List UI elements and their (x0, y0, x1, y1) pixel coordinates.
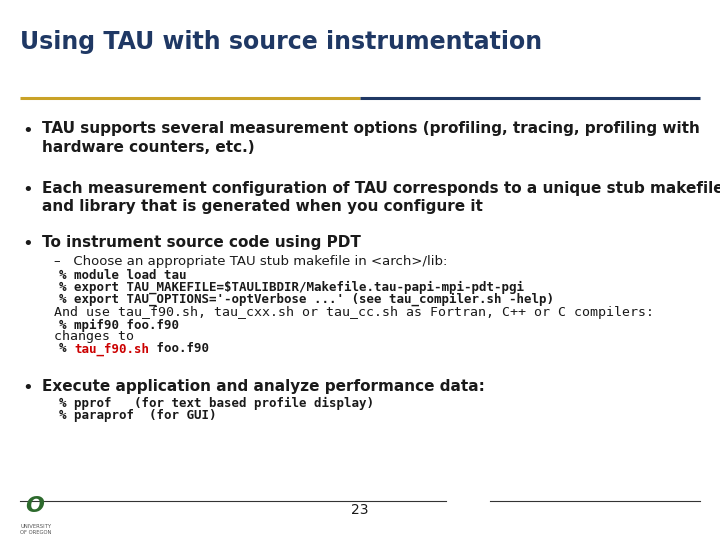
Text: •: • (22, 122, 32, 139)
Text: •: • (22, 379, 32, 397)
Text: •: • (22, 235, 32, 253)
Text: % pprof   (for text based profile display): % pprof (for text based profile display) (59, 397, 374, 410)
Text: TAU supports several measurement options (profiling, tracing, profiling with
har: TAU supports several measurement options… (42, 122, 700, 155)
Text: And use tau_f90.sh, tau_cxx.sh or tau_cc.sh as Fortran, C++ or C compilers:: And use tau_f90.sh, tau_cxx.sh or tau_cc… (54, 306, 654, 319)
Text: O: O (25, 496, 44, 516)
Text: %: % (59, 342, 74, 355)
Text: foo.f90: foo.f90 (149, 342, 209, 355)
Text: % mpif90 foo.f90: % mpif90 foo.f90 (59, 319, 179, 332)
Text: –   Choose an appropriate TAU stub makefile in <arch>/lib:: – Choose an appropriate TAU stub makefil… (54, 255, 447, 268)
Text: Using TAU with source instrumentation: Using TAU with source instrumentation (20, 30, 542, 53)
Text: Each measurement configuration of TAU corresponds to a unique stub makefile
and : Each measurement configuration of TAU co… (42, 181, 720, 214)
Text: UNIVERSITY
OF OREGON: UNIVERSITY OF OREGON (20, 524, 52, 535)
Text: 23: 23 (351, 503, 369, 517)
Text: % export TAU_OPTIONS='-optVerbose ...' (see tau_compiler.sh -help): % export TAU_OPTIONS='-optVerbose ...' (… (59, 293, 554, 306)
Text: Execute application and analyze performance data:: Execute application and analyze performa… (42, 379, 485, 394)
Text: To instrument source code using PDT: To instrument source code using PDT (42, 235, 361, 250)
Text: % export TAU_MAKEFILE=$TAULIBDIR/Makefile.tau-papi-mpi-pdt-pgi: % export TAU_MAKEFILE=$TAULIBDIR/Makefil… (59, 281, 524, 294)
Text: tau_f90.sh: tau_f90.sh (74, 342, 149, 356)
Text: % paraprof  (for GUI): % paraprof (for GUI) (59, 409, 217, 422)
Text: •: • (22, 181, 32, 199)
Text: changes to: changes to (54, 330, 134, 343)
Text: % module load tau: % module load tau (59, 269, 186, 282)
